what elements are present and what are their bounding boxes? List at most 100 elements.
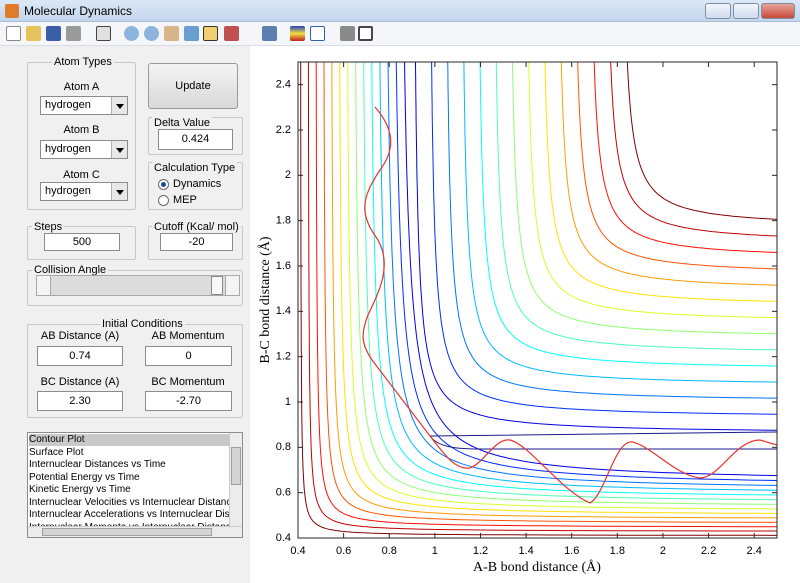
group-title: Initial Conditions <box>100 318 185 330</box>
y-tick-label: 1.6 <box>276 260 291 272</box>
datacursor-icon[interactable] <box>203 26 218 41</box>
ab-distance-input[interactable]: 0.74 <box>37 346 123 366</box>
pointer-icon[interactable] <box>96 26 111 41</box>
ticks: 0.4 0.6 0.8 1 1.2 1.4 1.6 1.8 2 2.2 2.4 0.4 0.6 0.8 1 1… <box>276 62 777 557</box>
bc-momentum-input[interactable]: -2.70 <box>145 391 232 411</box>
x-tick-label: 1.2 <box>473 545 488 557</box>
brush-icon[interactable] <box>224 26 239 41</box>
group-title: Calculation Type <box>152 162 238 174</box>
scroll-thumb[interactable] <box>42 528 212 536</box>
collision-angle-slider[interactable] <box>36 275 240 296</box>
contour-line <box>593 62 777 253</box>
list-item[interactable]: Internuclear Velocities vs Internuclear … <box>29 496 229 508</box>
contour-line <box>414 62 777 431</box>
contour-line <box>371 62 777 496</box>
contour-line <box>363 62 777 501</box>
x-tick-label: 2.2 <box>701 545 716 557</box>
y-tick-label: 0.6 <box>276 487 291 499</box>
window-title: Molecular Dynamics <box>24 4 133 18</box>
radio-mep[interactable] <box>158 195 169 206</box>
contour-line <box>528 62 777 319</box>
contour-line <box>479 62 777 367</box>
group-title: Atom Types <box>52 56 114 68</box>
contour-line <box>339 62 777 514</box>
x-tick-label: 0.6 <box>336 545 351 557</box>
x-tick-label: 1.8 <box>610 545 625 557</box>
atom-b-dropdown[interactable]: hydrogen <box>40 140 128 159</box>
scroll-thumb[interactable] <box>231 447 241 485</box>
steps-input[interactable]: 500 <box>44 233 120 251</box>
x-tick-label: 2 <box>660 545 666 557</box>
contour-line <box>323 62 777 523</box>
label: Atom C <box>63 169 100 181</box>
radio-label: MEP <box>173 194 197 206</box>
x-tick-label: 2.4 <box>747 545 762 557</box>
rotate-icon[interactable] <box>184 26 199 41</box>
print-icon[interactable] <box>66 26 81 41</box>
show-tools-icon[interactable] <box>358 26 373 41</box>
list-item[interactable]: Contour Plot <box>29 434 229 446</box>
slider-thumb[interactable] <box>211 276 223 295</box>
minimize-button[interactable] <box>705 3 731 19</box>
save-icon[interactable] <box>46 26 61 41</box>
zoom-in-icon[interactable] <box>124 26 139 41</box>
bc-distance-input[interactable]: 2.30 <box>37 391 123 411</box>
x-tick-label: 1.6 <box>564 545 579 557</box>
steps-group <box>27 226 136 260</box>
link-icon[interactable] <box>262 26 277 41</box>
y-tick-label: 1.2 <box>276 351 291 363</box>
horizontal-scrollbar[interactable] <box>28 526 242 537</box>
list-item[interactable]: Potential Energy vs Time <box>29 471 140 483</box>
label: BC Distance (A) <box>40 376 120 388</box>
radio-dynamics[interactable] <box>158 179 169 190</box>
plot-listbox[interactable]: Internuclear Momenta vs Internuclear Dis… <box>27 432 243 538</box>
contour-line <box>431 62 777 415</box>
maximize-button[interactable] <box>733 3 759 19</box>
y-tick-label: 1.8 <box>276 215 291 227</box>
label: AB Distance (A) <box>40 330 120 342</box>
delta-value-input[interactable]: 0.424 <box>158 129 233 150</box>
dropdown-arrow <box>111 97 127 114</box>
toolbar <box>0 22 800 46</box>
vertical-scrollbar[interactable] <box>229 433 242 527</box>
y-tick-label: 0.8 <box>276 441 291 453</box>
dropdown-arrow <box>111 141 127 158</box>
ab-momentum-input[interactable]: 0 <box>145 346 232 366</box>
contour-line <box>544 62 777 302</box>
update-button[interactable]: Update <box>148 63 238 109</box>
pan-icon[interactable] <box>164 26 179 41</box>
contour-line <box>315 62 777 528</box>
axes-background <box>298 62 777 538</box>
cutoff-input[interactable]: -20 <box>160 233 233 251</box>
legend-icon[interactable] <box>310 26 325 41</box>
contour-line <box>387 62 777 486</box>
y-tick-label: 1 <box>285 396 291 408</box>
list-item[interactable]: Surface Plot <box>29 446 84 458</box>
label: Atom B <box>63 124 100 136</box>
y-tick-label: 2.2 <box>276 124 291 136</box>
list-item[interactable]: Internuclear Accelerations vs Internucle… <box>29 509 229 520</box>
y-tick-label: 2.4 <box>276 79 291 91</box>
atom-a-dropdown[interactable]: hydrogen <box>40 96 128 115</box>
list-item[interactable]: Kinetic Energy vs Time <box>29 484 131 495</box>
open-icon[interactable] <box>26 26 41 41</box>
atom-c-dropdown[interactable]: hydrogen <box>40 182 128 201</box>
new-icon[interactable] <box>6 26 21 41</box>
close-button[interactable] <box>761 3 795 19</box>
label: BC Momentum <box>151 376 225 388</box>
slider-left-arrow[interactable] <box>37 276 51 295</box>
control-panel: Atom Types Atom A hydrogen Atom B hydrog… <box>0 46 250 583</box>
contour-line <box>307 62 777 532</box>
colorbar-icon[interactable] <box>290 26 305 41</box>
contour-line <box>355 62 777 505</box>
contour-line <box>447 62 777 399</box>
list-item[interactable]: Internuclear Distances vs Time <box>29 459 166 470</box>
zoom-out-icon[interactable] <box>144 26 159 41</box>
x-axis-label: A-B bond distance (Å) <box>473 559 601 575</box>
hide-tools-icon[interactable] <box>340 26 355 41</box>
trajectory <box>362 106 777 504</box>
group-title: Steps <box>32 221 65 233</box>
radio-label: Dynamics <box>173 178 222 190</box>
slider-right-arrow[interactable] <box>225 276 239 295</box>
